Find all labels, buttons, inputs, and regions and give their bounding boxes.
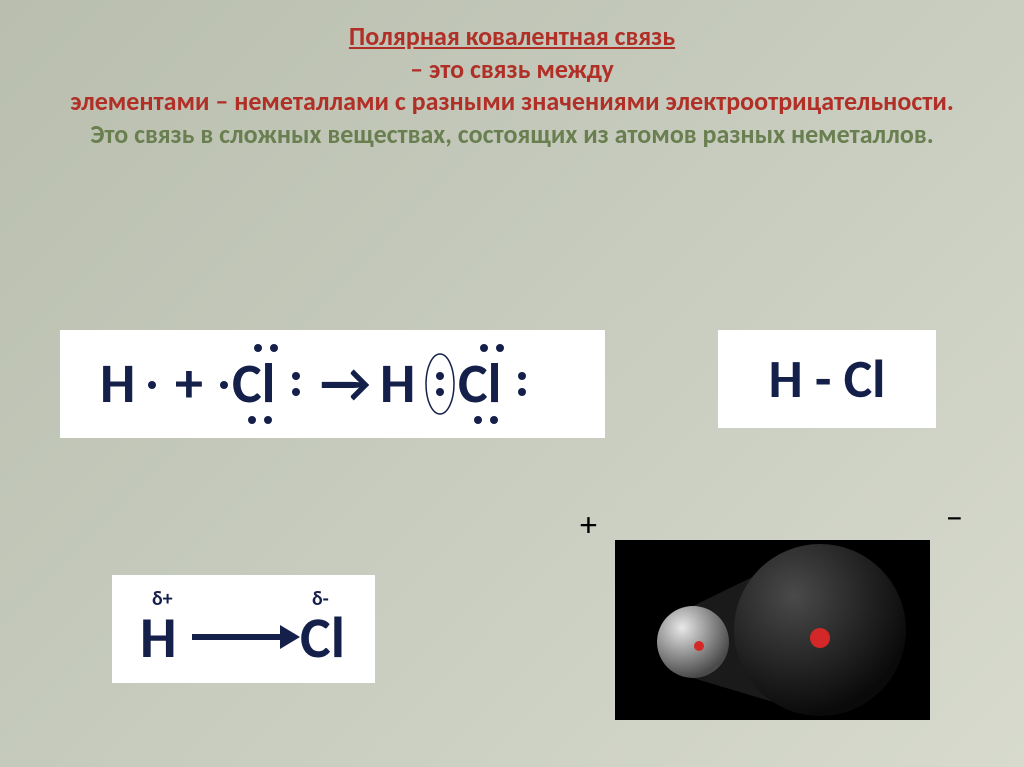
electron-cloud-box [615,540,930,720]
svg-text:H: H [100,350,135,418]
dipole-box: δ+δ-HCl [112,575,375,683]
lewis-structure-svg: H+Cl→HCl [60,330,605,438]
lewis-structure-box: H+Cl→HCl [60,330,605,438]
svg-text:Cl: Cl [458,350,501,418]
title-line3: элементами – неметаллами с разными значе… [70,85,954,117]
title-line2: – это связь между [410,53,614,85]
title-block: Полярная ковалентная связь – это связь м… [0,0,1024,150]
minus-charge-label: − [946,498,963,539]
svg-text:H: H [380,350,415,418]
svg-text:H: H [140,602,177,673]
svg-text:Cl: Cl [232,350,275,418]
svg-text:Cl: Cl [300,602,345,673]
title-line4: Это связь в сложных веществах, состоящих… [90,118,933,150]
svg-text:+: + [175,350,203,418]
electron-cloud-svg [615,540,930,720]
dipole-svg: δ+δ-HCl [112,575,375,683]
title-line1: Полярная ковалентная связь [349,20,675,52]
hcl-formula-box: H - Cl [718,330,936,428]
plus-charge-label: + [580,505,597,546]
svg-text:→: → [320,350,371,418]
hcl-formula-text: H - Cl [769,346,886,412]
